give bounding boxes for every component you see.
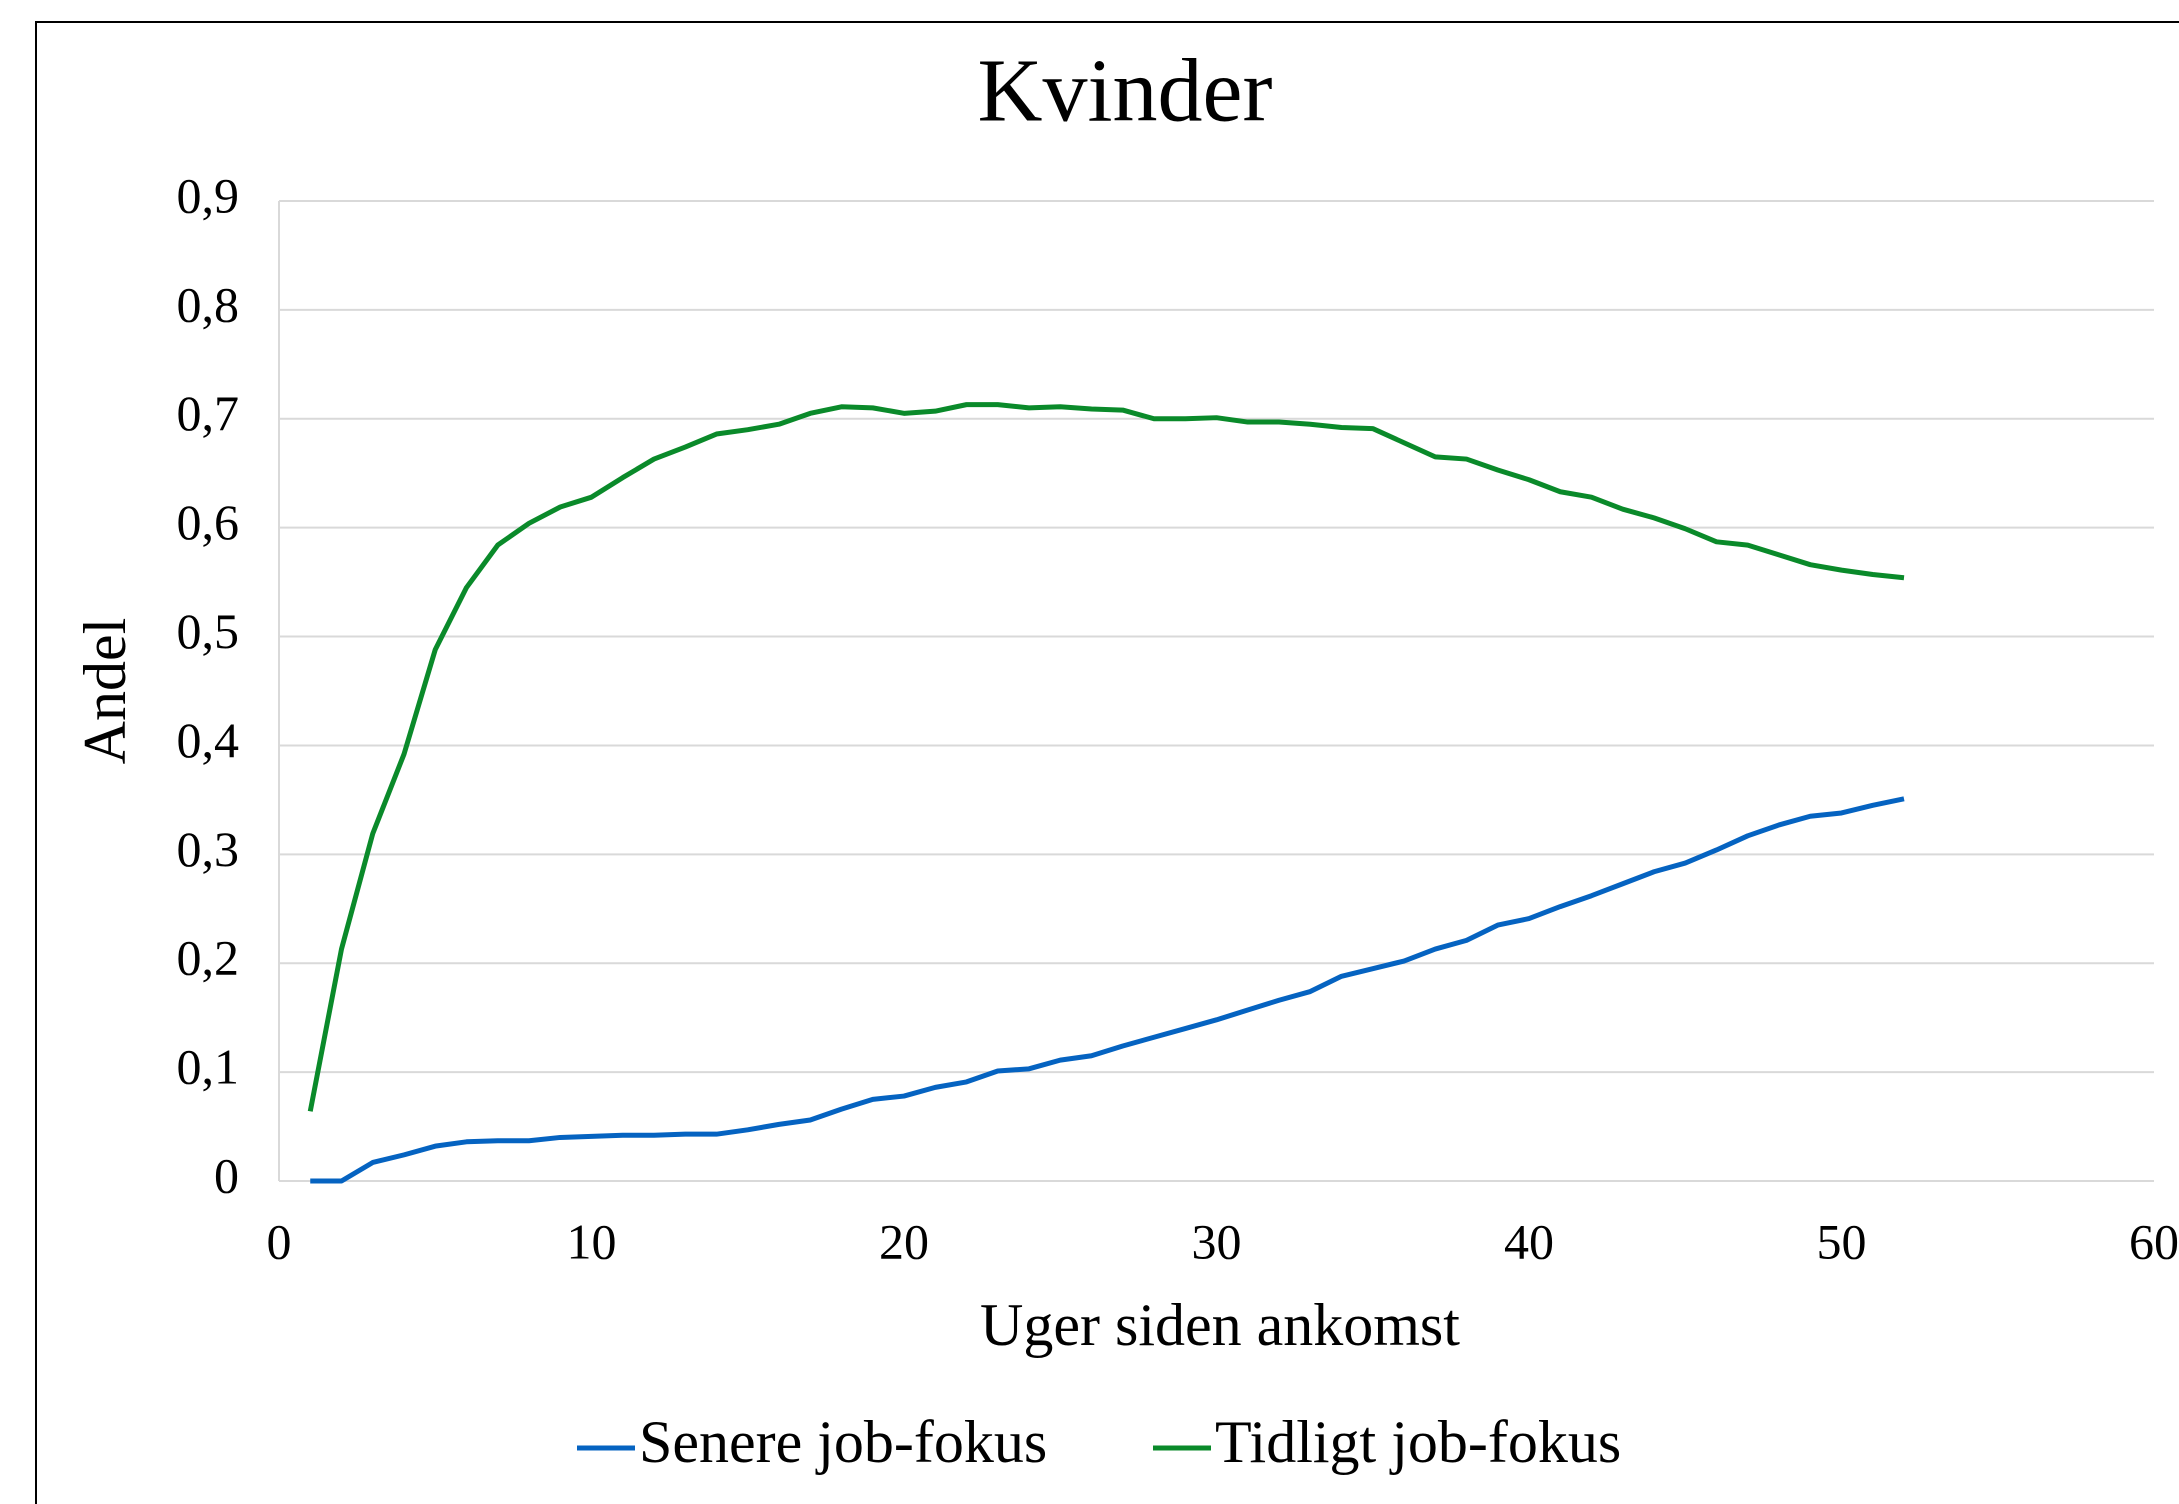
- y-tick-label: 0,5: [177, 603, 240, 659]
- y-axis-title: Andel: [72, 618, 138, 765]
- chart-title: Kvinder: [978, 42, 1273, 141]
- y-tick-label: 0,2: [177, 930, 240, 986]
- y-tick-label: 0,8: [177, 276, 240, 332]
- y-tick-label: 0,3: [177, 821, 240, 877]
- y-tick-label: 0,4: [177, 712, 240, 768]
- legend-label: Tidligt job-fokus: [1215, 1409, 1621, 1475]
- x-tick-label: 0: [267, 1213, 292, 1269]
- x-tick-label: 10: [567, 1213, 617, 1269]
- x-tick-label: 40: [1504, 1213, 1554, 1269]
- chart-border: [35, 21, 2179, 1504]
- y-tick-label: 0,6: [177, 494, 240, 550]
- y-tick-label: 0: [214, 1147, 239, 1203]
- series-line: [307, 402, 1905, 1112]
- y-tick-label: 0,1: [177, 1039, 240, 1095]
- x-axis-title: Uger siden ankomst: [980, 1292, 1460, 1358]
- x-tick-label: 50: [1817, 1213, 1867, 1269]
- y-tick-label: 0,7: [177, 385, 240, 441]
- x-tick-label: 30: [1192, 1213, 1242, 1269]
- y-tick-label: 0,9: [177, 167, 240, 223]
- x-tick-label: 20: [879, 1213, 929, 1269]
- series-line: [310, 796, 1905, 1184]
- x-tick-label: 60: [2129, 1213, 2179, 1269]
- legend-label: Senere job-fokus: [639, 1409, 1047, 1475]
